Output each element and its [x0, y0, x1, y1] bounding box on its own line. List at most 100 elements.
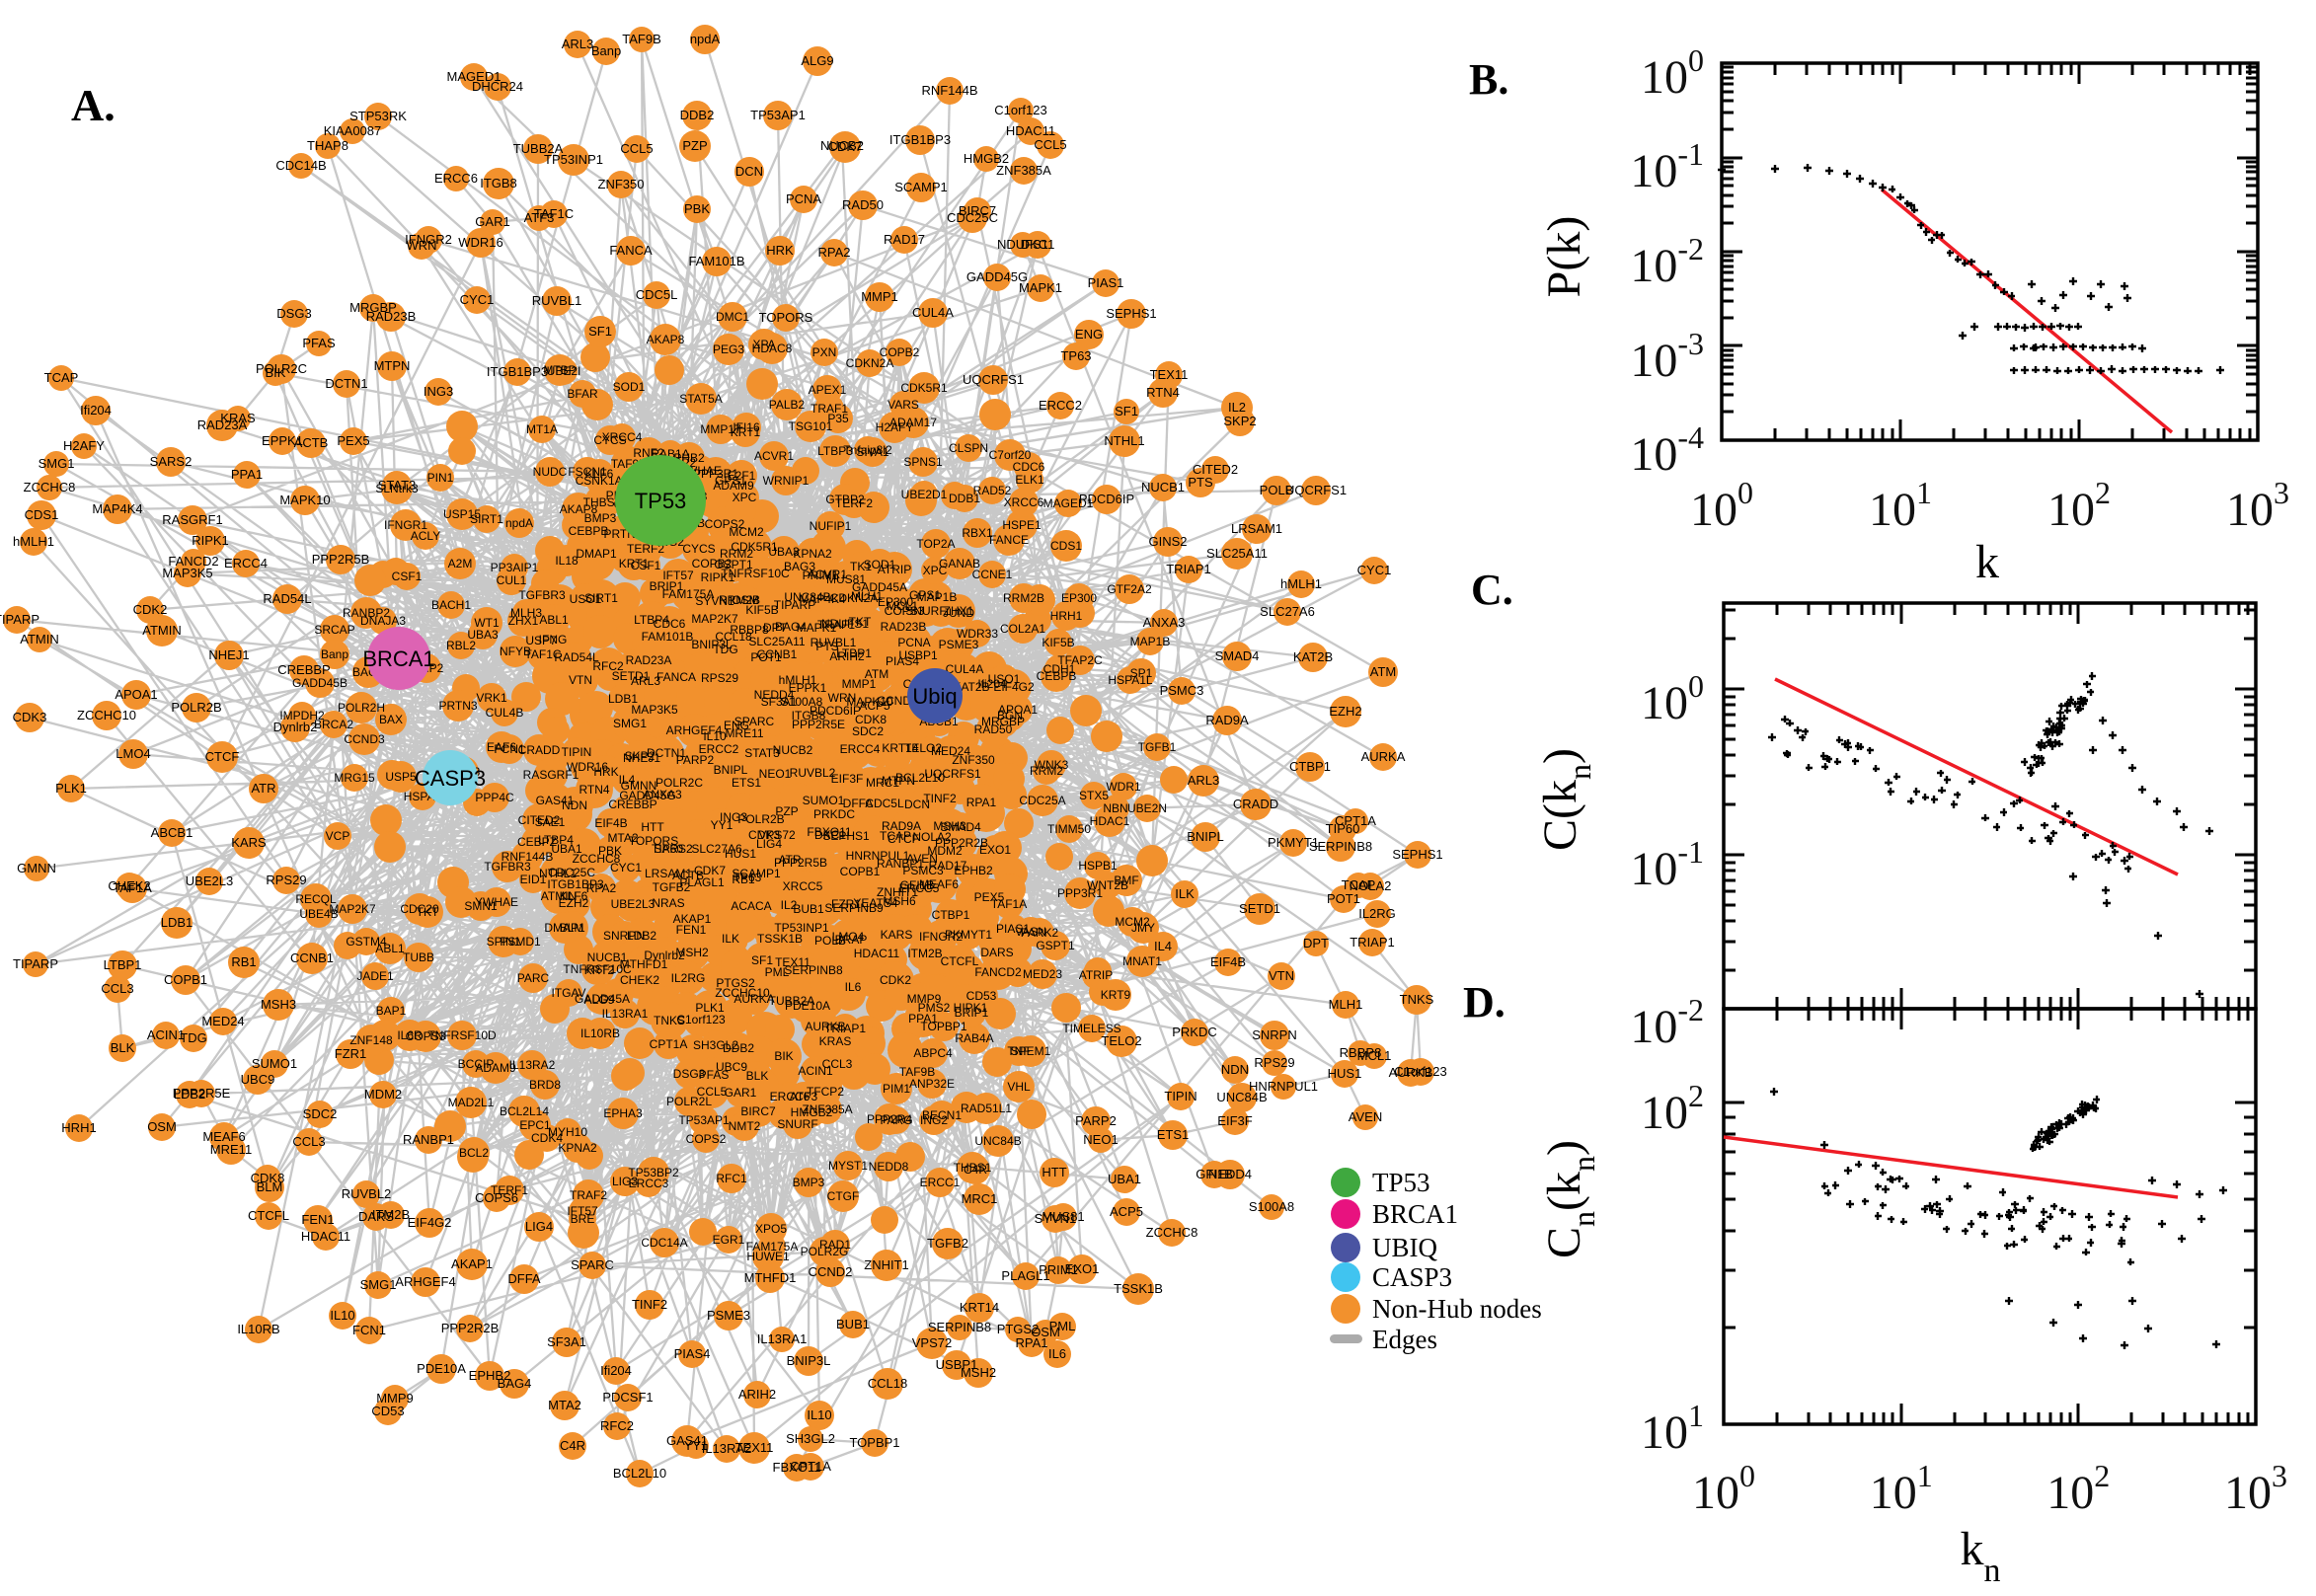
svg-text:AKAP1: AKAP1 — [451, 1256, 493, 1271]
svg-text:ITGB8: ITGB8 — [480, 176, 517, 190]
svg-text:GPS1: GPS1 — [715, 474, 746, 488]
svg-text:RAD54L: RAD54L — [263, 591, 311, 606]
svg-text:ZHX1: ZHX1 — [508, 614, 539, 628]
svg-text:VPS72: VPS72 — [912, 1335, 952, 1350]
svg-text:FZR1: FZR1 — [335, 1046, 367, 1061]
svg-text:S100A8: S100A8 — [1249, 1199, 1294, 1214]
svg-text:RAD9A: RAD9A — [1205, 713, 1249, 727]
svg-text:PIAS1: PIAS1 — [1088, 275, 1124, 290]
svg-text:CDK3: CDK3 — [13, 710, 47, 724]
svg-text:TNFRSF10C: TNFRSF10C — [563, 962, 632, 976]
svg-text:SERPINB8: SERPINB8 — [928, 1320, 991, 1334]
svg-text:PIAS4: PIAS4 — [674, 1346, 711, 1361]
svg-text:PIM1: PIM1 — [883, 1082, 910, 1096]
svg-text:PCNA: PCNA — [786, 191, 821, 206]
svg-text:CUL4A: CUL4A — [912, 305, 954, 320]
svg-text:SKP2: SKP2 — [1223, 414, 1256, 428]
svg-text:RAD17: RAD17 — [884, 232, 925, 247]
svg-text:FEN1: FEN1 — [301, 1212, 334, 1227]
svg-text:CYC1: CYC1 — [460, 292, 495, 307]
svg-text:BFAR: BFAR — [567, 387, 598, 401]
svg-text:IL13RA2: IL13RA2 — [702, 1441, 752, 1456]
svg-text:SOD1: SOD1 — [613, 380, 646, 394]
svg-text:TP53: TP53 — [635, 489, 687, 513]
svg-text:MAPK10: MAPK10 — [279, 493, 330, 507]
svg-text:RNF144B: RNF144B — [921, 83, 977, 98]
svg-text:CDC6: CDC6 — [1013, 460, 1045, 474]
svg-text:CPT1A: CPT1A — [650, 1037, 688, 1051]
svg-text:OSM: OSM — [147, 1119, 177, 1134]
svg-text:GINS2: GINS2 — [1148, 534, 1187, 549]
svg-text:MAP2K7: MAP2K7 — [329, 902, 376, 916]
svg-text:LDB2: LDB2 — [627, 929, 656, 943]
svg-text:WDR33: WDR33 — [957, 627, 998, 641]
svg-text:PPA1: PPA1 — [231, 467, 263, 482]
svg-text:SEPHS1: SEPHS1 — [822, 829, 870, 843]
svg-text:CDK8: CDK8 — [855, 713, 887, 726]
svg-text:MLH1: MLH1 — [851, 589, 883, 603]
svg-text:BAG3: BAG3 — [784, 560, 815, 573]
svg-text:LDB1: LDB1 — [161, 915, 193, 930]
svg-text:PEX5: PEX5 — [337, 433, 369, 448]
svg-text:ERCC5: ERCC5 — [899, 881, 940, 895]
svg-text:CDS1: CDS1 — [1050, 539, 1082, 553]
svg-text:CTBP1: CTBP1 — [1289, 759, 1331, 774]
svg-text:UBE2L3: UBE2L3 — [186, 874, 233, 888]
svg-text:KRT1: KRT1 — [731, 425, 761, 439]
svg-text:POT1: POT1 — [1327, 891, 1360, 906]
svg-text:TAF9B: TAF9B — [899, 1065, 935, 1079]
svg-text:D.: D. — [1463, 978, 1505, 1026]
svg-text:COPS2: COPS2 — [705, 517, 745, 531]
svg-text:TCAP: TCAP — [44, 370, 79, 385]
svg-text:TP63: TP63 — [1060, 348, 1091, 363]
svg-text:MLH1: MLH1 — [1329, 997, 1363, 1012]
svg-text:TIPIN: TIPIN — [562, 745, 592, 759]
svg-text:NUCB2: NUCB2 — [773, 743, 813, 757]
svg-text:MSH2: MSH2 — [675, 946, 709, 959]
svg-text:HUS1: HUS1 — [725, 847, 756, 861]
svg-text:BACH1: BACH1 — [431, 598, 471, 612]
svg-text:SF1: SF1 — [1115, 404, 1138, 418]
svg-text:MTHFD1: MTHFD1 — [744, 1270, 797, 1285]
svg-text:NDUFS1: NDUFS1 — [997, 237, 1048, 252]
svg-text:RIPK1: RIPK1 — [192, 533, 229, 548]
svg-text:KARS: KARS — [881, 928, 913, 942]
svg-text:FAM175A: FAM175A — [662, 587, 715, 601]
svg-text:DARS: DARS — [358, 1209, 394, 1224]
svg-text:HNRNPUL1: HNRNPUL1 — [1249, 1079, 1318, 1094]
svg-text:MYH10: MYH10 — [548, 1125, 587, 1139]
svg-text:RBBP8: RBBP8 — [1340, 1045, 1382, 1060]
svg-text:GSPT1: GSPT1 — [1036, 939, 1075, 952]
svg-text:RUVBL2: RUVBL2 — [790, 766, 836, 780]
svg-text:MAPK1: MAPK1 — [1019, 280, 1062, 295]
svg-text:ERCC4: ERCC4 — [840, 742, 881, 756]
svg-text:PDE10A: PDE10A — [785, 999, 830, 1013]
svg-text:SEPHS1: SEPHS1 — [1392, 847, 1442, 862]
svg-text:CDC25A: CDC25A — [1019, 794, 1065, 807]
svg-text:DCTN1: DCTN1 — [647, 746, 686, 760]
svg-text:APOA1: APOA1 — [115, 687, 157, 702]
svg-text:SF1: SF1 — [588, 324, 612, 339]
svg-text:SIVA1: SIVA1 — [856, 445, 888, 459]
svg-text:COPS3: COPS3 — [406, 1029, 446, 1043]
svg-text:ZNF350: ZNF350 — [598, 177, 645, 191]
svg-text:BNIPL: BNIPL — [714, 763, 748, 777]
svg-text:CCL3: CCL3 — [292, 1134, 325, 1149]
svg-text:TRAF2: TRAF2 — [570, 1188, 607, 1202]
svg-text:FCN1: FCN1 — [352, 1323, 386, 1337]
svg-text:ING2: ING2 — [920, 1113, 948, 1127]
svg-text:RUVBL1: RUVBL1 — [811, 636, 857, 649]
svg-text:ABL1: ABL1 — [539, 613, 569, 627]
svg-text:ERCC2: ERCC2 — [1039, 398, 1082, 413]
svg-text:NFYB: NFYB — [500, 645, 531, 658]
svg-text:CDK8: CDK8 — [251, 1171, 285, 1185]
svg-text:LIG4: LIG4 — [525, 1219, 553, 1234]
svg-text:TIPARP: TIPARP — [0, 612, 39, 627]
svg-text:RPA2: RPA2 — [818, 245, 851, 260]
svg-text:USO1: USO1 — [988, 672, 1021, 686]
svg-text:RUVBL1: RUVBL1 — [532, 293, 582, 308]
svg-text:SNURF: SNURF — [777, 1117, 817, 1131]
svg-text:VARS: VARS — [888, 398, 919, 412]
svg-text:GMNN: GMNN — [621, 779, 657, 793]
svg-text:CDS1: CDS1 — [25, 507, 59, 522]
